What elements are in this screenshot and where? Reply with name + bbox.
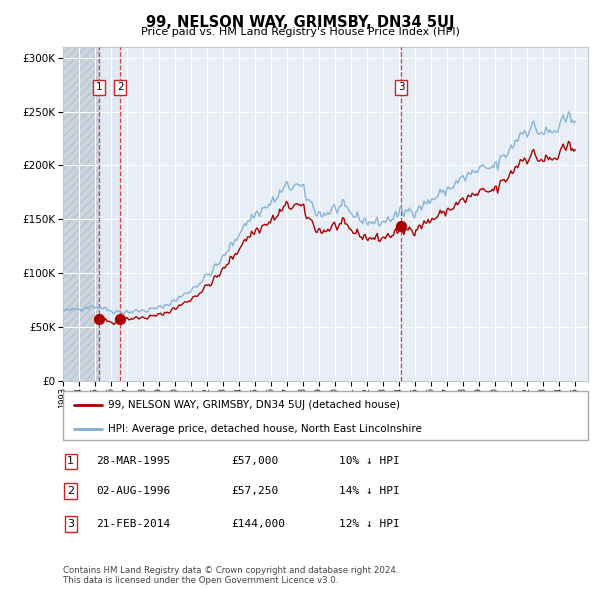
Text: Price paid vs. HM Land Registry's House Price Index (HPI): Price paid vs. HM Land Registry's House … bbox=[140, 27, 460, 37]
Text: 3: 3 bbox=[398, 82, 404, 92]
Bar bbox=[63, 47, 98, 381]
FancyBboxPatch shape bbox=[63, 391, 588, 440]
Text: 2: 2 bbox=[117, 82, 124, 92]
Point bbox=[94, 314, 103, 324]
Text: 1: 1 bbox=[67, 457, 74, 466]
Text: £144,000: £144,000 bbox=[231, 519, 285, 529]
Text: 14% ↓ HPI: 14% ↓ HPI bbox=[339, 486, 400, 496]
Text: 1: 1 bbox=[95, 82, 102, 92]
Text: 2: 2 bbox=[67, 486, 74, 496]
Point bbox=[116, 314, 125, 324]
Bar bbox=[98, 47, 121, 381]
Text: 99, NELSON WAY, GRIMSBY, DN34 5UJ: 99, NELSON WAY, GRIMSBY, DN34 5UJ bbox=[146, 15, 454, 30]
Text: £57,000: £57,000 bbox=[231, 457, 278, 466]
Text: 99, NELSON WAY, GRIMSBY, DN34 5UJ (detached house): 99, NELSON WAY, GRIMSBY, DN34 5UJ (detac… bbox=[107, 399, 400, 409]
Point bbox=[397, 221, 406, 231]
Text: Contains HM Land Registry data © Crown copyright and database right 2024.
This d: Contains HM Land Registry data © Crown c… bbox=[63, 566, 398, 585]
Text: £57,250: £57,250 bbox=[231, 486, 278, 496]
Text: 21-FEB-2014: 21-FEB-2014 bbox=[96, 519, 170, 529]
Text: HPI: Average price, detached house, North East Lincolnshire: HPI: Average price, detached house, Nort… bbox=[107, 424, 421, 434]
Text: 02-AUG-1996: 02-AUG-1996 bbox=[96, 486, 170, 496]
Text: 10% ↓ HPI: 10% ↓ HPI bbox=[339, 457, 400, 466]
Text: 3: 3 bbox=[67, 519, 74, 529]
Text: 28-MAR-1995: 28-MAR-1995 bbox=[96, 457, 170, 466]
Text: 12% ↓ HPI: 12% ↓ HPI bbox=[339, 519, 400, 529]
